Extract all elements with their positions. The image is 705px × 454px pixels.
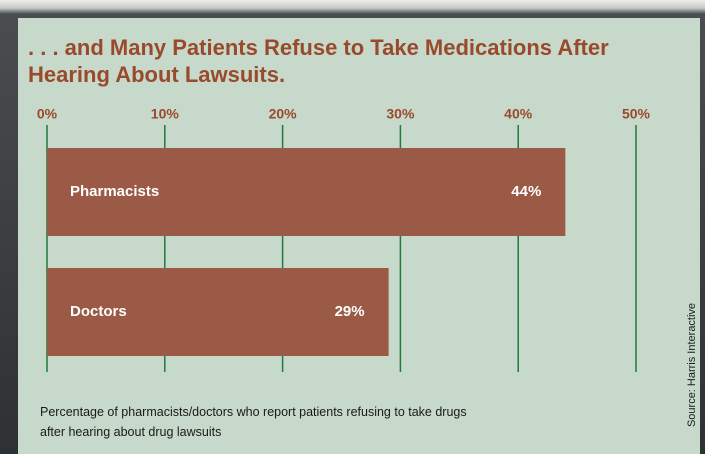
bar [47, 268, 389, 356]
value-label: 44% [511, 183, 541, 200]
x-tick-label: 50% [622, 106, 651, 122]
x-tick-label: 20% [269, 106, 298, 122]
chart-title: . . . and Many Patients Refuse to Take M… [28, 35, 609, 87]
category-label: Doctors [70, 303, 127, 320]
source: Source: Harris Interactive [686, 303, 698, 427]
caption: Percentage of pharmacists/doctors who re… [40, 405, 467, 439]
bar [47, 148, 566, 236]
x-tick-label: 30% [386, 106, 415, 122]
x-tick-label: 0% [37, 106, 58, 122]
x-tick-label: 40% [504, 106, 533, 122]
x-tick-label: 10% [151, 106, 180, 122]
value-label: 29% [335, 303, 365, 320]
category-label: Pharmacists [70, 183, 159, 200]
